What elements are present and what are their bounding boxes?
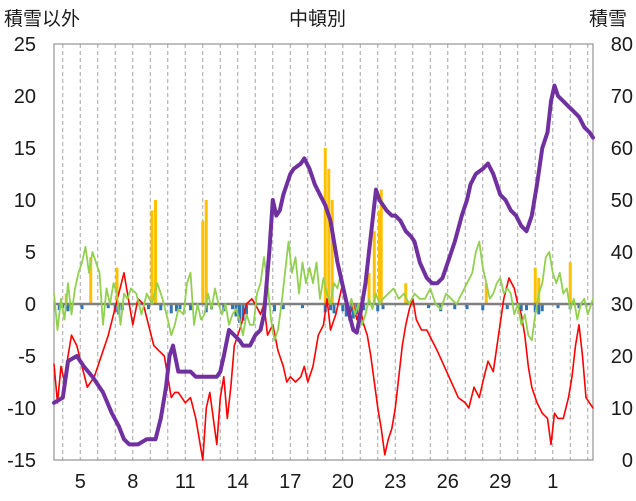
- negative-bar: [351, 304, 355, 319]
- negative-bar: [505, 304, 509, 310]
- snowfall-bar: [115, 267, 119, 304]
- x-tick-label: 29: [489, 471, 511, 493]
- negative-bar: [147, 304, 150, 310]
- y-right-tick-label: 80: [611, 34, 633, 56]
- chart-title: 中頓別: [289, 9, 347, 30]
- wind-line: [53, 240, 594, 342]
- negative-bar: [465, 304, 469, 310]
- negative-bar: [537, 304, 541, 315]
- snowfall-bar: [327, 168, 331, 304]
- snowfall-bar: [379, 189, 383, 304]
- x-tick-label: 5: [75, 471, 86, 493]
- negative-bar: [80, 304, 84, 310]
- y-right-tick-label: 50: [611, 190, 633, 212]
- negative-bar: [273, 304, 276, 312]
- y-right-tick-label: 10: [611, 398, 633, 420]
- negative-bar: [281, 304, 285, 310]
- y-left-tick-label: 5: [25, 242, 36, 264]
- snowfall-bar: [378, 210, 381, 304]
- negative-bar: [245, 304, 248, 315]
- x-tick-label: 23: [384, 471, 406, 493]
- x-tick-label: 1: [547, 471, 558, 493]
- negative-bar: [329, 304, 332, 311]
- right-axis-title: 積雪: [589, 9, 628, 30]
- x-tick-label: 8: [127, 471, 138, 493]
- bar-layer: [57, 148, 581, 323]
- x-tick-label: 26: [437, 471, 459, 493]
- snowfall-bar: [150, 210, 154, 304]
- y-left-tick-label: -15: [7, 450, 36, 472]
- snowfall-bar: [323, 148, 327, 304]
- snowfall-bar: [404, 283, 408, 304]
- x-tick-label: 20: [332, 471, 354, 493]
- negative-bar: [427, 304, 430, 309]
- y-right-tick-label: 0: [622, 450, 633, 472]
- y-right-tick-label: 20: [611, 346, 633, 368]
- negative-bar: [169, 304, 173, 314]
- negative-bar: [540, 304, 544, 312]
- axes: [53, 43, 594, 461]
- x-tick-label: 17: [279, 471, 301, 493]
- y-left-tick-label: 15: [14, 138, 36, 160]
- snow-depth-line: [52, 83, 595, 447]
- negative-bar: [189, 304, 192, 311]
- negative-bar: [332, 304, 336, 314]
- y-left-tick-label: -5: [18, 346, 36, 368]
- y-left-tick-label: 25: [14, 34, 36, 56]
- left-axis-title: 積雪以外: [4, 9, 81, 30]
- snowfall-bar: [533, 267, 537, 304]
- y-left-tick-label: 10: [14, 190, 36, 212]
- y-right-tick-label: 70: [611, 86, 633, 108]
- snowfall-bar: [330, 200, 334, 304]
- negative-bar: [106, 304, 110, 309]
- x-tick-label: 11: [175, 471, 196, 493]
- plot-area: [54, 44, 593, 460]
- negative-bar: [159, 304, 163, 311]
- negative-bar: [376, 304, 380, 312]
- y-left-tick-label: 20: [14, 86, 36, 108]
- y-right-tick-label: 40: [611, 242, 633, 264]
- snowfall-bar: [568, 262, 572, 304]
- negative-bar: [533, 304, 537, 313]
- snowfall-bar: [484, 283, 488, 304]
- negative-bar: [341, 304, 345, 312]
- y-right-tick-label: 30: [611, 294, 633, 316]
- snowfall-bar: [204, 200, 208, 304]
- y-right-tick-label: 60: [611, 138, 633, 160]
- snowfall-bar: [154, 200, 157, 304]
- plot-frame: [53, 43, 594, 461]
- negative-bar: [175, 304, 178, 312]
- negative-bar: [525, 304, 528, 311]
- snowfall-bar: [372, 231, 376, 304]
- series-layer: [52, 83, 595, 461]
- negative-bar: [241, 304, 245, 321]
- y-left-tick-label: 0: [25, 294, 36, 316]
- negative-bar: [362, 304, 366, 311]
- negative-bar: [231, 304, 234, 310]
- negative-bar: [453, 304, 457, 310]
- negative-bar: [481, 304, 485, 311]
- snowfall-bar: [367, 272, 371, 304]
- snowfall-bar: [89, 257, 93, 304]
- snowfall-bar: [201, 220, 205, 304]
- negative-bar: [178, 304, 182, 310]
- negative-bar: [238, 304, 241, 323]
- negative-bar: [577, 304, 581, 309]
- negative-bar: [556, 304, 560, 309]
- temperature-line: [53, 272, 594, 461]
- x-tick-label: 14: [227, 471, 249, 493]
- y-left-tick-label: -10: [7, 398, 36, 420]
- negative-bar: [66, 304, 70, 312]
- negative-bar: [381, 304, 385, 310]
- negative-bar: [519, 304, 523, 312]
- negative-bar: [301, 304, 304, 309]
